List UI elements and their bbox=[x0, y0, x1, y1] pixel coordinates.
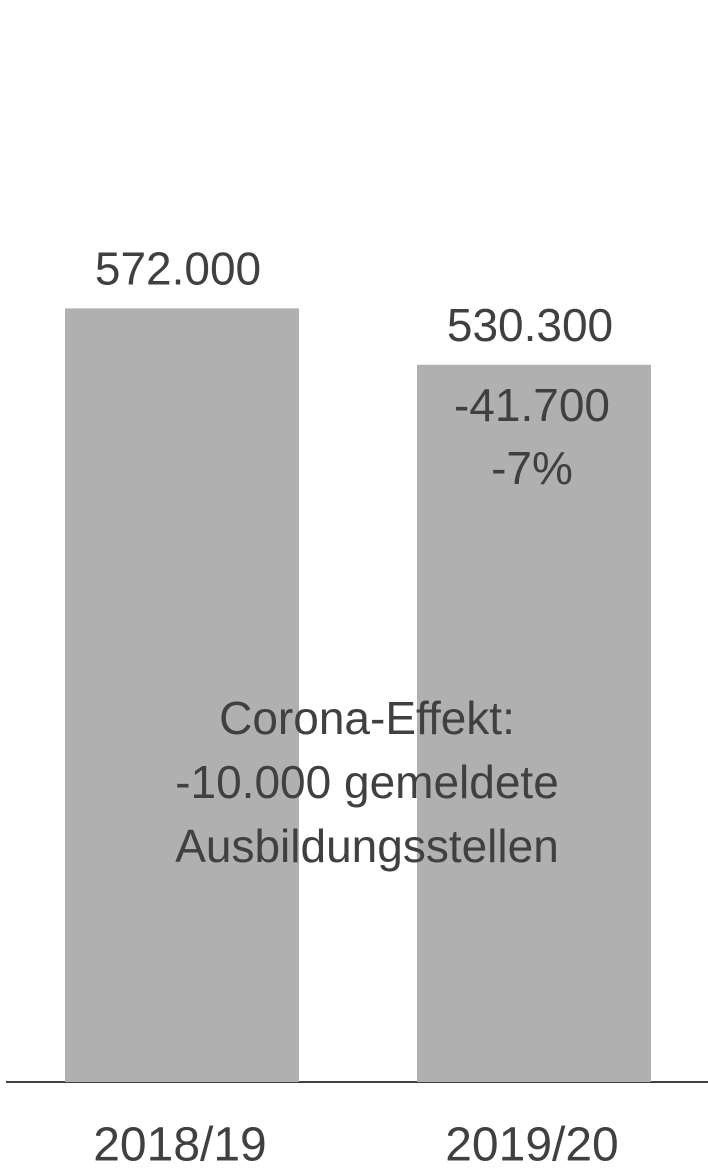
bar bbox=[65, 308, 299, 1082]
annotation: -41.700 bbox=[454, 379, 610, 431]
note-line: Corona-Effekt: bbox=[219, 692, 515, 744]
annotation: -7% bbox=[491, 442, 573, 494]
x-tick-label: 2019/20 bbox=[445, 1119, 619, 1172]
x-tick-label: 2018/19 bbox=[93, 1119, 267, 1172]
bar bbox=[417, 364, 651, 1082]
note-line: -10.000 gemeldete bbox=[175, 756, 559, 808]
value-label: 572.000 bbox=[95, 243, 261, 295]
note-line: Ausbildungsstellen bbox=[175, 820, 559, 872]
value-label: 530.300 bbox=[447, 299, 613, 351]
